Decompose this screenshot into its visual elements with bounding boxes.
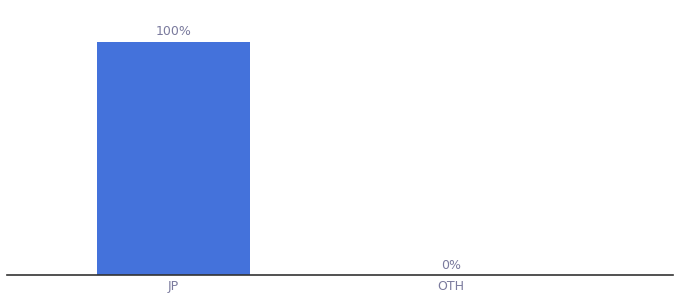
Text: 100%: 100% xyxy=(156,26,191,38)
Bar xyxy=(97,42,250,275)
Text: 0%: 0% xyxy=(441,259,461,272)
